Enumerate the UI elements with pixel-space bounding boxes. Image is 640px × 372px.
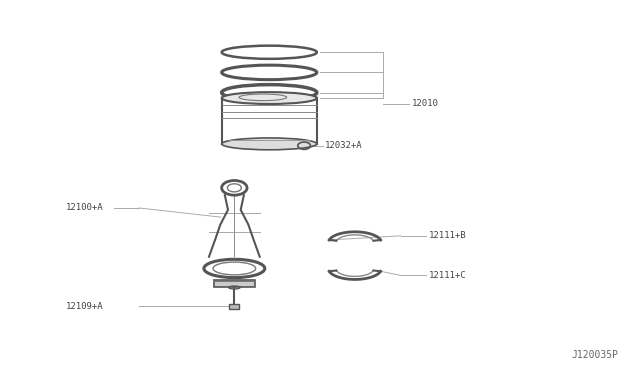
Text: J120035P: J120035P <box>571 350 618 360</box>
Ellipse shape <box>221 138 317 150</box>
Text: 12100+A: 12100+A <box>66 203 104 212</box>
Bar <box>214 280 255 287</box>
Text: 12109+A: 12109+A <box>66 302 104 311</box>
Text: 12111+C: 12111+C <box>429 271 467 280</box>
Ellipse shape <box>221 92 317 104</box>
Text: 12010: 12010 <box>412 99 439 108</box>
Text: 12111+B: 12111+B <box>429 231 467 240</box>
Text: 12032+A: 12032+A <box>325 141 363 150</box>
Bar <box>229 304 239 309</box>
